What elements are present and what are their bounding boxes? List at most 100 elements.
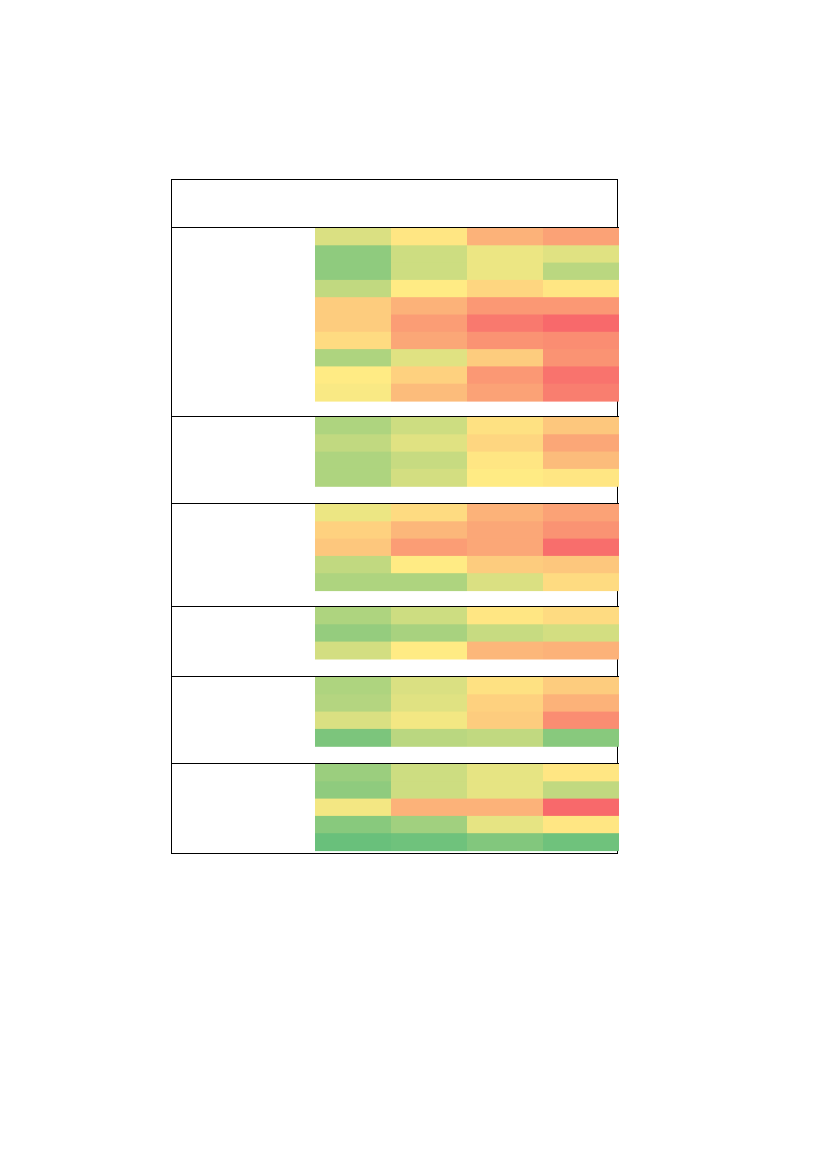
- heatmap-cell: [543, 711, 619, 730]
- heatmap-cell: [391, 521, 467, 540]
- heatmap-cell: [315, 331, 391, 350]
- heatmap-cell: [391, 607, 467, 625]
- heatmap-cell: [467, 417, 543, 435]
- heatmap-cell: [467, 297, 543, 316]
- heatmap-cell: [391, 641, 467, 660]
- heatmap-cell: [467, 451, 543, 470]
- heatmap-cell: [391, 764, 467, 782]
- heatmap-cell: [467, 607, 543, 625]
- heatmap-cell: [467, 815, 543, 834]
- heatmap-cell: [467, 728, 543, 747]
- heatmap-cell: [543, 555, 619, 574]
- heatmap-cell: [543, 728, 619, 747]
- heatmap-cell: [315, 521, 391, 540]
- heatmap-cell: [543, 434, 619, 453]
- heatmap-cell: [543, 815, 619, 834]
- heatmap-cell: [391, 538, 467, 557]
- heatmap-cell: [391, 331, 467, 350]
- heatmap-cell: [543, 641, 619, 660]
- heatmap-cell: [543, 677, 619, 695]
- heatmap-cell: [467, 245, 543, 264]
- heatmap-cell: [543, 383, 619, 402]
- heatmap-cell: [467, 538, 543, 557]
- heatmap-cell: [391, 434, 467, 453]
- heatmap-cell: [315, 764, 391, 782]
- heatmap-cell: [391, 694, 467, 713]
- heatmap-cell: [467, 383, 543, 402]
- heatmap-grid: [172, 227, 619, 852]
- heatmap-cell: [391, 297, 467, 316]
- heatmap-cell: [391, 262, 467, 281]
- heatmap-cell: [467, 677, 543, 695]
- heatmap-cell: [467, 555, 543, 574]
- heatmap-cell: [315, 417, 391, 435]
- heatmap-cell: [467, 228, 543, 246]
- heatmap-cell: [467, 349, 543, 367]
- heatmap-cell: [391, 815, 467, 834]
- heatmap-cell: [391, 504, 467, 522]
- heatmap-cell: [543, 262, 619, 281]
- heatmap-cell: [543, 624, 619, 643]
- heatmap-cell: [391, 417, 467, 435]
- heatmap-cell: [543, 245, 619, 264]
- heatmap-cell: [543, 573, 619, 592]
- heatmap-cell: [543, 331, 619, 350]
- heatmap-cell: [315, 228, 391, 246]
- heatmap-cell: [391, 555, 467, 574]
- heatmap-cell: [391, 624, 467, 643]
- heatmap-cell: [391, 798, 467, 817]
- heatmap-cell: [467, 781, 543, 800]
- heatmap-cell: [467, 711, 543, 730]
- heatmap-cell: [543, 297, 619, 316]
- heatmap-cell: [315, 694, 391, 713]
- heatmap-cell: [315, 349, 391, 367]
- heatmap-cell: [391, 728, 467, 747]
- heatmap-table: [171, 179, 619, 854]
- heatmap-cell: [543, 833, 619, 852]
- heatmap-cell: [391, 677, 467, 695]
- heatmap-cell: [543, 451, 619, 470]
- heatmap-cell: [543, 468, 619, 487]
- heatmap-cell: [543, 521, 619, 540]
- heatmap-cell: [315, 641, 391, 660]
- heatmap-cell: [315, 711, 391, 730]
- heatmap-cell: [543, 764, 619, 782]
- heatmap-cell: [467, 798, 543, 817]
- heatmap-cell: [467, 641, 543, 660]
- heatmap-cell: [543, 798, 619, 817]
- heatmap-cell: [315, 366, 391, 385]
- heatmap-cell: [315, 677, 391, 695]
- heatmap-cell: [467, 504, 543, 522]
- heatmap-cell: [543, 694, 619, 713]
- heatmap-cell: [315, 245, 391, 264]
- heatmap-cell: [315, 555, 391, 574]
- heatmap-cell: [315, 538, 391, 557]
- heatmap-cell: [391, 833, 467, 852]
- heatmap-cell: [315, 279, 391, 298]
- heatmap-cell: [543, 366, 619, 385]
- heatmap-cell: [315, 815, 391, 834]
- heatmap-cell: [543, 504, 619, 522]
- heatmap-cell: [467, 279, 543, 298]
- heatmap-cell: [391, 451, 467, 470]
- heatmap-cell: [467, 833, 543, 852]
- heatmap-cell: [467, 624, 543, 643]
- heatmap-cell: [315, 451, 391, 470]
- heatmap-cell: [315, 383, 391, 402]
- heatmap-cell: [315, 314, 391, 333]
- heatmap-cell: [467, 573, 543, 592]
- heatmap-cell: [467, 314, 543, 333]
- heatmap-cell: [391, 781, 467, 800]
- heatmap-cell: [467, 366, 543, 385]
- heatmap-cell: [391, 468, 467, 487]
- heatmap-cell: [467, 262, 543, 281]
- heatmap-cell: [315, 607, 391, 625]
- heatmap-cell: [391, 279, 467, 298]
- heatmap-cell: [543, 781, 619, 800]
- heatmap-cell: [315, 504, 391, 522]
- heatmap-cell: [315, 297, 391, 316]
- heatmap-cell: [543, 607, 619, 625]
- heatmap-cell: [467, 521, 543, 540]
- heatmap-cell: [315, 781, 391, 800]
- heatmap-cell: [315, 434, 391, 453]
